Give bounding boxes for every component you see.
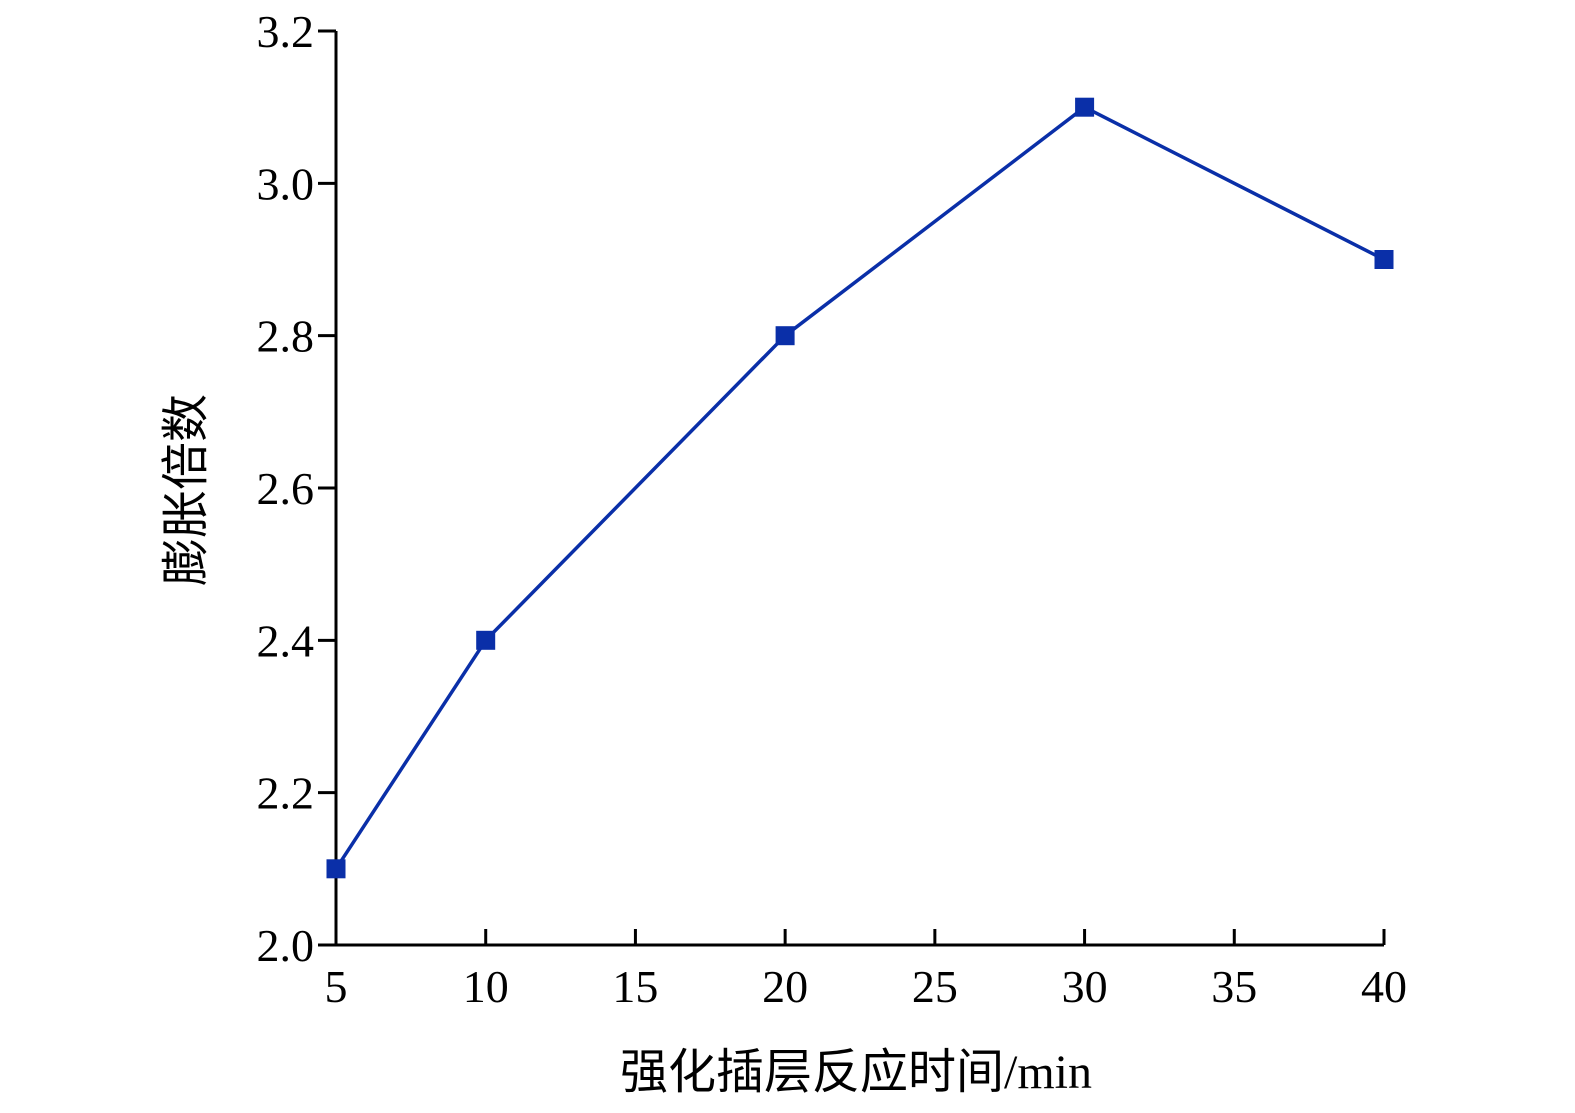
y-tick-label: 3.0 (257, 158, 315, 209)
y-tick-label: 2.6 (257, 463, 315, 514)
data-point-marker (1075, 97, 1095, 117)
data-point-marker (326, 859, 346, 879)
axes (334, 31, 1384, 947)
x-tick-label: 40 (1361, 961, 1407, 1012)
x-tick-label: 15 (612, 961, 658, 1012)
x-tick-label: 35 (1211, 961, 1257, 1012)
series-layer (326, 97, 1394, 879)
data-point-marker (476, 630, 496, 650)
y-axis-title: 膨胀倍数 (160, 394, 213, 586)
y-tick-label: 2.0 (257, 920, 315, 971)
y-tick-label: 2.2 (257, 768, 315, 819)
y-tick-label: 2.4 (257, 615, 315, 666)
data-point-marker (1374, 250, 1394, 269)
y-ticks: 2.0 2.2 2.4 2.6 2.8 3.0 3.2 (257, 6, 336, 971)
x-tick-label: 10 (463, 961, 509, 1012)
series-line (334, 105, 1385, 870)
x-tick-label: 20 (762, 961, 808, 1012)
x-tick-label: 30 (1062, 961, 1108, 1012)
data-point-marker (775, 326, 795, 346)
y-tick-label: 2.8 (257, 311, 315, 362)
y-tick-label: 3.2 (257, 6, 315, 57)
x-tick-label: 25 (912, 961, 958, 1012)
x-axis-title: 强化插层反应时间/min (620, 1046, 1092, 1099)
x-tick-label: 5 (325, 961, 348, 1012)
x-ticks: 5 10 15 20 25 30 35 40 (325, 929, 1407, 1012)
